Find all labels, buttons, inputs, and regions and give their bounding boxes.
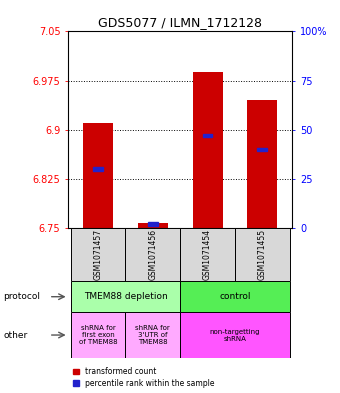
Text: GSM1071454: GSM1071454 bbox=[203, 229, 212, 280]
Bar bbox=[180, 281, 290, 312]
Bar bbox=[83, 123, 113, 228]
Bar bbox=[180, 228, 235, 281]
Bar bbox=[192, 72, 223, 228]
Bar bbox=[180, 312, 290, 358]
Bar bbox=[203, 134, 212, 138]
Text: GSM1071455: GSM1071455 bbox=[258, 229, 267, 280]
Bar bbox=[125, 312, 180, 358]
Text: GSM1071457: GSM1071457 bbox=[94, 229, 103, 280]
Text: TMEM88 depletion: TMEM88 depletion bbox=[84, 292, 167, 301]
Text: GSM1071456: GSM1071456 bbox=[148, 229, 157, 280]
Text: control: control bbox=[219, 292, 251, 301]
Text: shRNA for
first exon
of TMEM88: shRNA for first exon of TMEM88 bbox=[79, 325, 117, 345]
Legend: transformed count, percentile rank within the sample: transformed count, percentile rank withi… bbox=[72, 366, 216, 389]
Text: non-targetting
shRNA: non-targetting shRNA bbox=[210, 329, 260, 342]
Bar bbox=[138, 223, 168, 228]
Bar bbox=[71, 312, 125, 358]
Bar bbox=[235, 228, 290, 281]
Text: shRNA for
3'UTR of
TMEM88: shRNA for 3'UTR of TMEM88 bbox=[135, 325, 170, 345]
Bar bbox=[148, 222, 158, 226]
Bar bbox=[257, 147, 267, 151]
Text: other: other bbox=[3, 331, 28, 340]
Bar bbox=[247, 100, 277, 228]
Bar bbox=[71, 281, 180, 312]
Bar bbox=[93, 167, 103, 171]
Bar bbox=[125, 228, 180, 281]
Text: protocol: protocol bbox=[3, 292, 40, 301]
Title: GDS5077 / ILMN_1712128: GDS5077 / ILMN_1712128 bbox=[98, 16, 262, 29]
Bar bbox=[71, 228, 125, 281]
